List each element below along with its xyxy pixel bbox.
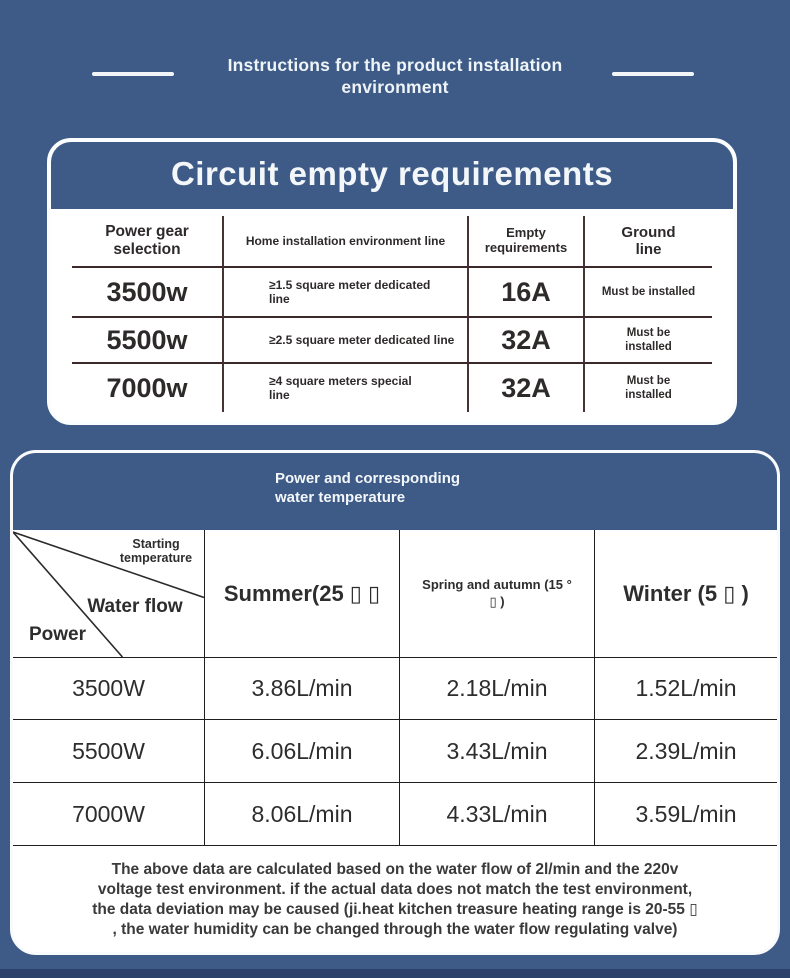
water-card-header: Power and corresponding water temperatur… <box>13 453 777 530</box>
table-cell: 32A <box>469 364 585 412</box>
column-header-empty-requirements: Empty requirements <box>469 216 585 268</box>
table-cell: 5500w <box>72 318 224 364</box>
circuit-table: Power gear selection Home installation e… <box>72 216 712 412</box>
table-cell: 16A <box>469 268 585 318</box>
table-cell: Must be installed <box>585 268 712 318</box>
corner-label-power: Power <box>29 624 87 645</box>
table-cell: 3.59L/min <box>595 783 777 846</box>
circuit-card-header: Circuit empty requirements <box>51 142 733 209</box>
corner-header-cell: Starting temperature Water flow Power <box>13 530 205 658</box>
table-cell: 7000w <box>72 364 224 412</box>
page-header: Instructions for the product installatio… <box>0 54 790 99</box>
table-cell: 32A <box>469 318 585 364</box>
circuit-card-title: Circuit empty requirements <box>170 154 614 192</box>
table-cell: 5500W <box>13 720 205 783</box>
table-cell: 3500W <box>13 658 205 720</box>
table-cell: 2.18L/min <box>400 658 595 720</box>
corner-label-water-flow: Water flow <box>87 596 183 617</box>
table-cell: ≥1.5 square meter dedicated line <box>224 268 469 318</box>
page-title: Instructions for the product installatio… <box>227 55 563 98</box>
table-cell: Must be installed <box>585 318 712 364</box>
water-card-title: Power and corresponding water temperatur… <box>275 470 461 506</box>
column-header-summer: Summer(25 ▯ ▯ <box>205 530 400 658</box>
column-header-environment-line: Home installation environment line <box>224 216 469 268</box>
decorative-line-right <box>612 72 694 76</box>
corner-label-starting-temperature: Starting temperature <box>119 537 193 566</box>
table-cell: 6.06L/min <box>205 720 400 783</box>
table-cell: ≥4 square meters special line <box>224 364 469 412</box>
bottom-border-strip <box>0 969 790 978</box>
table-cell: 1.52L/min <box>595 658 777 720</box>
column-header-ground-line: Ground line <box>585 216 712 268</box>
table-cell: 3.43L/min <box>400 720 595 783</box>
table-cell: 3.86L/min <box>205 658 400 720</box>
table-cell: Must be installed <box>625 374 672 401</box>
table-cell: 4.33L/min <box>400 783 595 846</box>
table-cell: ≥2.5 square meter dedicated line <box>224 318 469 364</box>
data-disclaimer-note: The above data are calculated based on t… <box>92 861 698 939</box>
table-cell: 7000W <box>13 783 205 846</box>
table-cell: 3500w <box>72 268 224 318</box>
column-header-power-gear: Power gear selection <box>72 216 224 268</box>
diagonal-divider-lines <box>13 531 204 657</box>
column-header-spring-autumn: Spring and autumn (15 ° ▯ ) <box>400 530 595 658</box>
water-temperature-card: Power and corresponding water temperatur… <box>10 450 780 955</box>
table-cell: 8.06L/min <box>205 783 400 846</box>
column-header-winter: Winter (5 ▯ ) <box>595 530 777 658</box>
water-table: Starting temperature Water flow Power Su… <box>13 530 777 846</box>
decorative-line-left <box>92 72 174 76</box>
circuit-requirements-card: Circuit empty requirements Power gear se… <box>47 138 737 425</box>
table-cell: 2.39L/min <box>595 720 777 783</box>
